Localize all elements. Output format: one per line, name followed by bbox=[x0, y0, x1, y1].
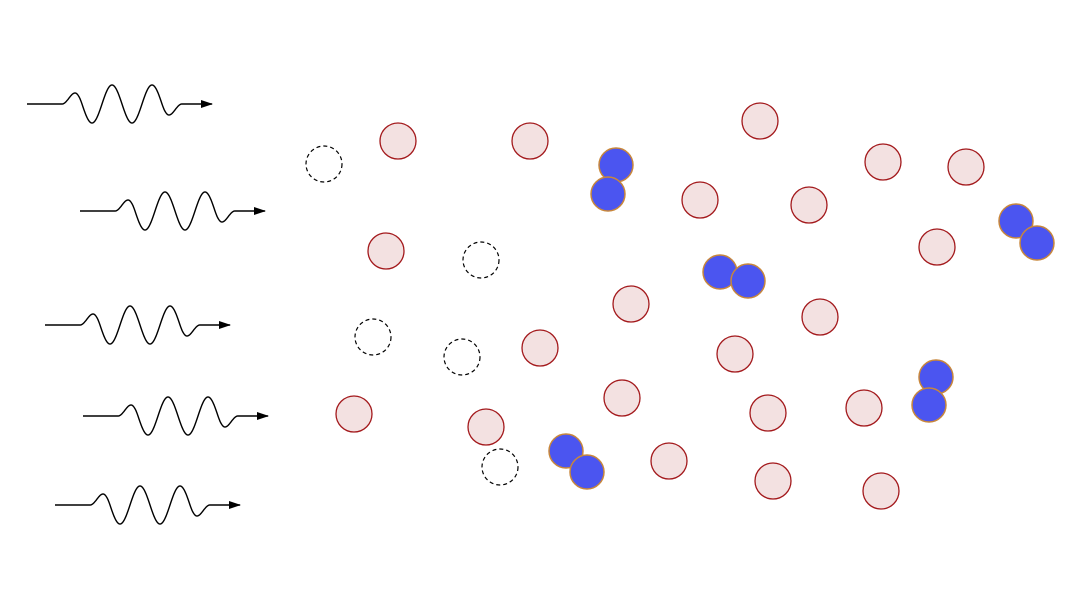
wave-group bbox=[27, 84, 269, 525]
excited-particle bbox=[911, 387, 947, 423]
particle bbox=[862, 472, 900, 510]
excited-particle bbox=[1019, 225, 1055, 261]
particle bbox=[521, 329, 559, 367]
wave-arrow bbox=[45, 305, 231, 345]
wave-arrow bbox=[80, 191, 266, 231]
empty-site bbox=[462, 241, 500, 279]
excited-particle bbox=[590, 176, 626, 212]
particle bbox=[790, 186, 828, 224]
excited-particle bbox=[998, 203, 1034, 239]
particle bbox=[612, 285, 650, 323]
particle bbox=[603, 379, 641, 417]
particle bbox=[716, 335, 754, 373]
particle bbox=[749, 394, 787, 432]
wave-arrow bbox=[83, 396, 269, 436]
empty-sites bbox=[305, 145, 519, 486]
particle bbox=[681, 181, 719, 219]
particle bbox=[741, 102, 779, 140]
empty-site bbox=[481, 448, 519, 486]
pairs bbox=[548, 147, 1055, 490]
excited-particle bbox=[730, 263, 766, 299]
excited-particle bbox=[569, 454, 605, 490]
empty-site bbox=[354, 318, 392, 356]
particles bbox=[335, 102, 985, 510]
empty-site bbox=[443, 338, 481, 376]
particle bbox=[511, 122, 549, 160]
particle bbox=[918, 228, 956, 266]
wave-arrow bbox=[55, 485, 241, 525]
particle bbox=[650, 442, 688, 480]
particle bbox=[379, 122, 417, 160]
particle bbox=[801, 298, 839, 336]
particle bbox=[864, 143, 902, 181]
particle bbox=[367, 232, 405, 270]
wave-arrow bbox=[27, 84, 213, 124]
empty-site bbox=[305, 145, 343, 183]
particle bbox=[845, 389, 883, 427]
particle bbox=[335, 395, 373, 433]
particle bbox=[467, 408, 505, 446]
particle bbox=[754, 462, 792, 500]
particle bbox=[947, 148, 985, 186]
